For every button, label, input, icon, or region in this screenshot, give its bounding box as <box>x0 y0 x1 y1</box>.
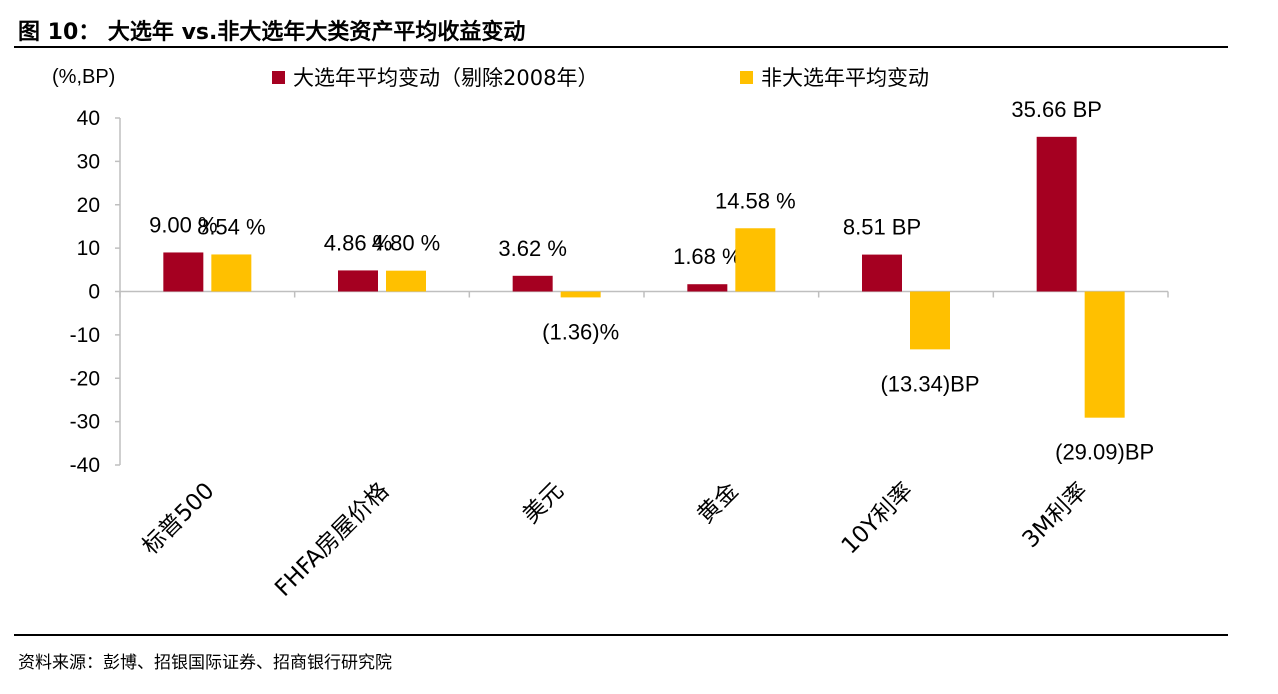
data-label: 4.80 % <box>372 231 441 256</box>
bar <box>386 270 426 292</box>
bar <box>211 254 252 292</box>
y-tick-label: 40 <box>77 107 100 130</box>
bar <box>1036 136 1077 292</box>
data-label: 35.66 BP <box>1011 97 1102 122</box>
category-label: 黄金 <box>693 478 744 529</box>
legend-item-non-election-year: 非大选年平均变动 <box>740 62 929 92</box>
bar <box>560 291 601 298</box>
bar <box>910 291 950 350</box>
bar <box>1084 291 1125 418</box>
y-tick-label: 20 <box>77 194 100 217</box>
legend-item-election-year: 大选年平均变动（剔除2008年） <box>272 62 598 92</box>
category-label: 10Y利率 <box>837 478 919 560</box>
y-tick-label: -20 <box>70 367 100 390</box>
data-label: (29.09)BP <box>1055 440 1154 465</box>
bar <box>512 275 553 292</box>
y-tick-label: 0 <box>88 281 100 304</box>
bar <box>687 284 728 292</box>
data-label: 1.68 % <box>673 244 742 269</box>
y-tick-label: -40 <box>70 454 100 477</box>
category-label: FHFA房屋价格 <box>270 478 394 602</box>
bottom-rule <box>14 634 1228 636</box>
y-tick-label: 10 <box>77 237 100 260</box>
bar <box>338 270 378 292</box>
data-label: 8.54 % <box>197 214 266 239</box>
y-tick-label: -10 <box>70 324 100 347</box>
y-tick-label: 30 <box>77 150 100 173</box>
category-label: 标普500 <box>138 478 220 560</box>
top-rule <box>14 46 1228 48</box>
source-note: 资料来源：彭博、招银国际证券、招商银行研究院 <box>18 653 392 673</box>
category-label: 美元 <box>518 478 569 529</box>
data-label: 3.62 % <box>498 236 567 261</box>
category-label: 3M利率 <box>1018 478 1093 553</box>
bar <box>862 254 902 292</box>
y-tick-label: -30 <box>70 411 100 434</box>
data-label: (1.36)% <box>542 319 619 344</box>
legend-label: 非大选年平均变动 <box>761 66 929 90</box>
bar <box>163 252 204 292</box>
data-label: 4.86 % <box>324 230 393 255</box>
data-label: 14.58 % <box>715 188 796 213</box>
figure-title: 图 10： 大选年 vs.非大选年大类资产平均收益变动 <box>18 20 526 45</box>
bar <box>735 228 776 292</box>
data-label: 9.00 % <box>149 212 218 237</box>
y-unit-label: (%,BP) <box>52 66 116 88</box>
data-label: 8.51 BP <box>843 215 921 240</box>
legend-swatch-red <box>272 70 285 84</box>
legend-swatch-yellow <box>740 70 753 84</box>
legend-label: 大选年平均变动（剔除2008年） <box>293 66 599 90</box>
data-label: (13.34)BP <box>880 371 979 396</box>
